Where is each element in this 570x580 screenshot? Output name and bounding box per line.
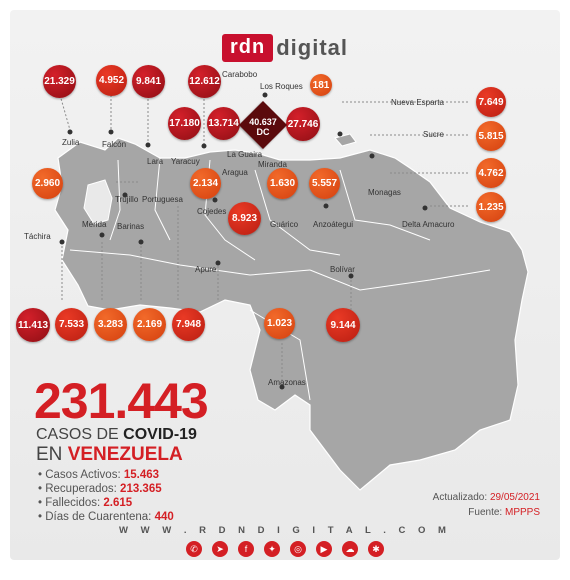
- bubble-tachira: 11.413: [16, 308, 50, 342]
- state-label-falcon: Falcón: [102, 140, 127, 149]
- update-info: Actualizado: 29/05/2021 Fuente: MPPPS: [433, 490, 540, 520]
- state-label-trujillo: Trujillo: [115, 195, 139, 204]
- state-label-delta-amacuro: Delta Amacuro: [402, 220, 455, 229]
- bubble-amazonas: 1.023: [264, 308, 295, 339]
- website-url[interactable]: W W W . R D N D I G I T A L . C O M: [119, 525, 451, 536]
- bubble-monagas: 4.762: [476, 158, 506, 188]
- bubble-los-roques: 181: [310, 74, 332, 96]
- stat-label: Recuperados:: [45, 483, 117, 495]
- map-lake-maracaibo: [83, 179, 113, 225]
- bubble-bolivar: 9.144: [326, 308, 360, 342]
- stat-value: 15.463: [123, 469, 160, 481]
- headline-line1: CASOS DE COVID-19: [36, 426, 197, 444]
- state-label-barinas: Barinas: [117, 222, 145, 231]
- state-label-sucre: Sucre: [423, 130, 444, 139]
- state-label-anzoategui: Anzoátegui: [313, 220, 354, 229]
- bubble-cojedes: 2.134: [190, 168, 221, 199]
- state-label-merida: Mérida: [82, 220, 107, 229]
- total-cases: 231.443: [34, 373, 209, 429]
- bubble-trujillo: 2.960: [32, 168, 63, 199]
- state-label-yaracuy: Yaracuy: [171, 157, 200, 166]
- youtube-icon[interactable]: ▶: [316, 541, 332, 557]
- updated-date: 29/05/2021: [489, 492, 540, 503]
- state-label-amazonas: Amazonas: [268, 378, 306, 387]
- headline-line2-bold: VENEZUELA: [67, 444, 183, 465]
- stat-value: 2.615: [103, 497, 133, 509]
- twitter-icon[interactable]: ✦: [264, 541, 280, 557]
- headline-line2: EN VENEZUELA: [36, 444, 183, 466]
- source-value: MPPPS: [504, 507, 540, 518]
- bubble-aragua: 13.714: [207, 107, 240, 140]
- bubble-yaracuy: 17.180: [168, 107, 201, 140]
- radio-icon[interactable]: ✱: [368, 541, 384, 557]
- source-label: Fuente:: [468, 507, 503, 518]
- stat-active: • Casos Activos: 15.463: [38, 469, 160, 481]
- dc-label: 40.637 DC: [238, 117, 288, 137]
- stat-value: 440: [154, 511, 174, 523]
- leader-lines: [59, 94, 468, 385]
- state-label-zulia: Zulia: [62, 138, 80, 147]
- dc-name: DC: [256, 127, 270, 137]
- state-label-cojedes: Cojedes: [197, 207, 227, 216]
- logo-text: digital: [276, 35, 348, 60]
- state-label-carabobo: Carabobo: [222, 70, 258, 79]
- logo-box: rdn: [222, 34, 274, 62]
- state-label-tachira: Táchira: [24, 232, 51, 241]
- state-label-portuguesa: Portuguesa: [142, 195, 183, 204]
- stat-label: Fallecidos:: [45, 497, 101, 509]
- stat-label: Casos Activos:: [45, 469, 121, 481]
- stat-recovered: • Recuperados: 213.365: [38, 483, 162, 495]
- telegram-icon[interactable]: ➤: [212, 541, 228, 557]
- bubble-cojedes-2: 2.169: [133, 308, 166, 341]
- state-label-monagas: Monagas: [368, 188, 401, 197]
- state-label-miranda: Miranda: [258, 160, 287, 169]
- bubble-nueva-esparta: 7.649: [476, 87, 506, 117]
- facebook-icon[interactable]: f: [238, 541, 254, 557]
- social-bar: ✆ ➤ f ✦ ◎ ▶ ☁ ✱: [10, 541, 560, 557]
- bubble-merida: 7.533: [55, 308, 88, 341]
- state-label-nueva-esparta: Nueva Esparta: [391, 98, 444, 107]
- headline-line2-prefix: EN: [36, 444, 63, 465]
- dc-value: 40.637: [249, 117, 277, 127]
- state-dots: [59, 92, 428, 390]
- state-label-los-roques: Los Roques: [260, 82, 303, 91]
- headline-line1-prefix: CASOS DE: [36, 426, 119, 443]
- bubble-zulia: 21.329: [43, 65, 76, 98]
- brand-logo: rdn digital: [10, 34, 560, 62]
- updated-label: Actualizado:: [432, 492, 488, 503]
- bubble-sucre: 5.815: [476, 121, 506, 151]
- stats-list: • Casos Activos: 15.463 • Recuperados: 2…: [38, 468, 174, 524]
- instagram-icon[interactable]: ◎: [290, 541, 306, 557]
- state-label-bolivar: Bolívar: [330, 265, 355, 274]
- bubble-carabobo: 12.612: [188, 65, 221, 98]
- bubble-portuguesa: 8.923: [228, 202, 261, 235]
- bubble-delta-amacuro: 1.235: [476, 192, 506, 222]
- stat-value: 213.365: [120, 483, 162, 495]
- infographic-card: rdn digital: [10, 10, 560, 560]
- state-label-apure: Apure: [195, 265, 217, 274]
- bubble-lara: 9.841: [132, 65, 165, 98]
- headline-line1-bold: COVID-19: [123, 426, 197, 443]
- bubble-apure: 7.948: [172, 308, 205, 341]
- whatsapp-icon[interactable]: ✆: [186, 541, 202, 557]
- soundcloud-icon[interactable]: ☁: [342, 541, 358, 557]
- stat-label: Días de Cuarentena:: [45, 511, 152, 523]
- state-label-aragua: Aragua: [222, 168, 248, 177]
- state-label-la-guaira: La Guaira: [227, 150, 263, 159]
- bubble-barinas: 3.283: [94, 308, 127, 341]
- state-label-guarico: Guárico: [270, 220, 299, 229]
- bubble-miranda: 27.746: [286, 107, 320, 141]
- bubble-falcon: 4.952: [96, 65, 127, 96]
- stat-deaths: • Fallecidos: 2.615: [38, 497, 133, 509]
- map-margarita: [334, 133, 357, 147]
- bubble-anzoategui: 5.557: [309, 168, 340, 199]
- stat-quarantine-days: • Días de Cuarentena: 440: [38, 511, 174, 523]
- bubble-guarico: 1.630: [267, 168, 298, 199]
- state-label-lara: Lara: [147, 157, 164, 166]
